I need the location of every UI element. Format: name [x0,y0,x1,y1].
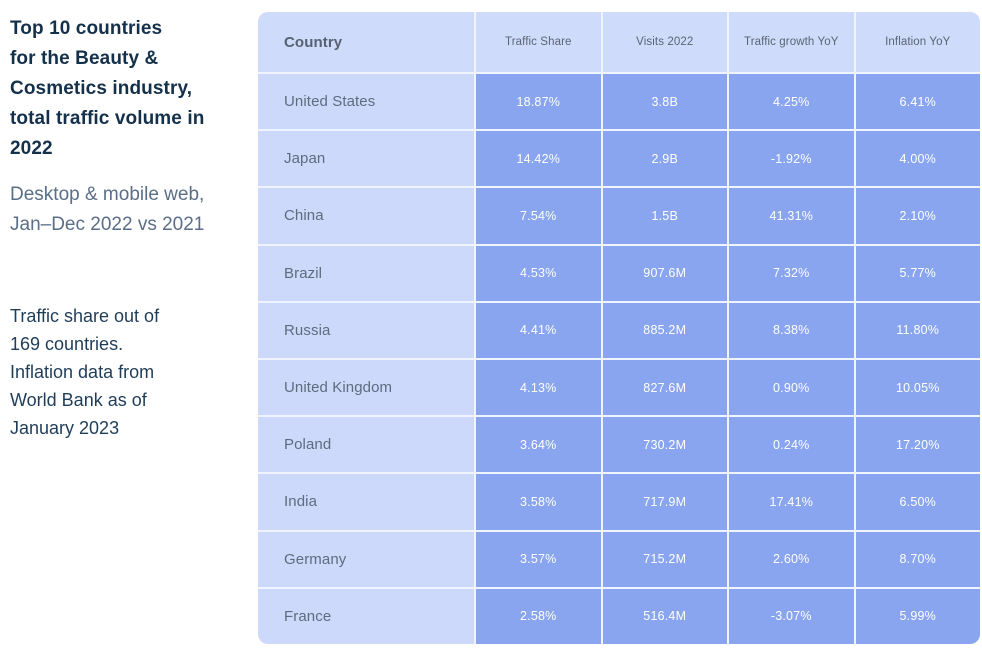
inflation-cell: 4.00% [855,131,980,187]
growth-cell: 17.41% [729,474,854,530]
traffic-share-cell: 7.54% [476,188,601,244]
visits-cell: 2.9B [602,131,727,187]
visits-cell: 827.6M [602,360,727,416]
country-cell: Russia [258,302,474,358]
inflation-cell: 10.05% [855,360,980,416]
inflation-cell: 6.50% [855,474,980,530]
page-title-line: for the Beauty & [10,48,159,69]
country-cell: Japan [258,131,474,187]
inflation-cell: 5.99% [855,588,980,644]
inflation-cell: 5.77% [855,245,980,301]
footnote-line: January 2023 [10,418,120,438]
visits-cell: 730.2M [602,417,727,473]
country-cell: United States [258,74,474,130]
visits-cell: 516.4M [602,588,727,644]
traffic-share-cell: 4.13% [476,360,601,416]
inflation-cell: 8.70% [855,531,980,587]
country-cell: France [258,588,474,644]
traffic-share-cell: 4.41% [476,302,601,358]
growth-cell: 7.32% [729,245,854,301]
growth-cell: 4.25% [729,74,854,130]
page-title: Top 10 countries for the Beauty & Cosmet… [10,14,250,164]
column-header-traffic-share: Traffic Share [476,12,601,72]
visits-cell: 1.5B [602,188,727,244]
footnote-line: Traffic share out of [10,306,160,326]
growth-cell: -3.07% [729,588,854,644]
traffic-table: Country Traffic Share Visits 2022 Traffi… [258,12,980,644]
page-subtitle-line: Desktop & mobile web, [10,184,205,205]
traffic-share-cell: 18.87% [476,74,601,130]
growth-cell: -1.92% [729,131,854,187]
growth-cell: 0.90% [729,360,854,416]
page-title-line: Top 10 countries [10,18,163,39]
inflation-cell: 11.80% [855,302,980,358]
page-title-line: total traffic volume in [10,108,205,129]
growth-cell: 0.24% [729,417,854,473]
traffic-share-cell: 2.58% [476,588,601,644]
country-cell: Brazil [258,245,474,301]
footnote-line: World Bank as of [10,390,147,410]
traffic-share-cell: 14.42% [476,131,601,187]
column-header-visits-2022: Visits 2022 [602,12,727,72]
inflation-cell: 6.41% [855,74,980,130]
growth-cell: 41.31% [729,188,854,244]
inflation-cell: 17.20% [855,417,980,473]
page-title-line: Cosmetics industry, [10,78,193,99]
growth-cell: 2.60% [729,531,854,587]
visits-cell: 717.9M [602,474,727,530]
inflation-cell: 2.10% [855,188,980,244]
page-title-line: 2022 [10,138,53,159]
column-header-country: Country [258,12,474,72]
country-cell: Poland [258,417,474,473]
visits-cell: 907.6M [602,245,727,301]
footnote-line: Inflation data from [10,362,155,382]
footnote: Traffic share out of 169 countries. Infl… [10,302,250,442]
growth-cell: 8.38% [729,302,854,358]
side-notes: Top 10 countries for the Beauty & Cosmet… [10,14,250,442]
column-header-inflation: Inflation YoY [855,12,980,72]
traffic-share-cell: 3.58% [476,474,601,530]
page-subtitle-line: Jan–Dec 2022 vs 2021 [10,214,205,235]
page-subtitle: Desktop & mobile web, Jan–Dec 2022 vs 20… [10,180,250,240]
footnote-line: 169 countries. [10,334,124,354]
traffic-share-cell: 4.53% [476,245,601,301]
country-cell: China [258,188,474,244]
country-cell: India [258,474,474,530]
traffic-share-cell: 3.64% [476,417,601,473]
traffic-share-cell: 3.57% [476,531,601,587]
visits-cell: 715.2M [602,531,727,587]
country-cell: United Kingdom [258,360,474,416]
country-cell: Germany [258,531,474,587]
visits-cell: 885.2M [602,302,727,358]
column-header-traffic-growth: Traffic growth YoY [729,12,854,72]
visits-cell: 3.8B [602,74,727,130]
